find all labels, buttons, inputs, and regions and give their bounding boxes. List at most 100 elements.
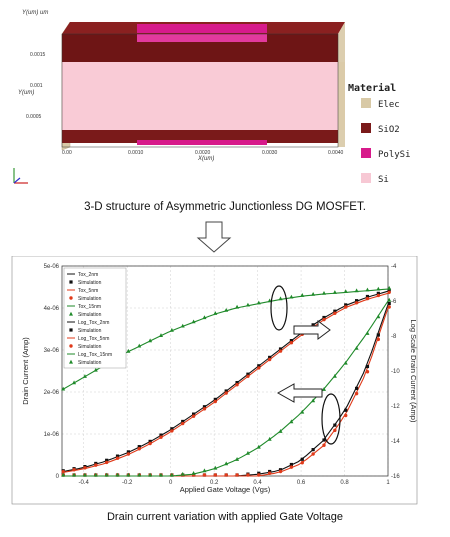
structure-axis-left-label: Y(um) — [18, 90, 34, 96]
data-point-tox_2nm — [181, 419, 185, 424]
structure-y-tick: 0.001 — [30, 83, 43, 89]
data-point-tox_5nm — [322, 317, 326, 322]
data-point-tox_2nm — [322, 315, 326, 320]
legend-entry-label: Tox_15nm — [78, 304, 101, 310]
legend-entry-label: Simulation — [78, 344, 102, 350]
elec-right-face — [338, 22, 345, 147]
data-point-tox_2nm — [365, 294, 370, 299]
legend-label-sio2: SiO2 — [378, 125, 400, 135]
data-point-tox_5nm — [365, 296, 370, 301]
y-left-tick-label: 1e-06 — [44, 432, 60, 438]
data-point-log_tox_15nm — [365, 331, 370, 335]
legend-label-elec: Elec — [378, 100, 400, 110]
structure-caption: 3-D structure of Asymmetric Junctionless… — [84, 201, 366, 213]
x-tick-label: 0.6 — [297, 480, 306, 486]
data-point-tox_2nm — [387, 288, 391, 292]
annotation-ellipse-lower — [321, 393, 341, 445]
data-point-log_tox_15nm — [300, 409, 305, 414]
data-point-tox_15nm — [202, 315, 207, 320]
data-point-tox_15nm — [126, 348, 131, 353]
data-point-tox_15nm — [387, 285, 392, 290]
data-point-tox_2nm — [257, 364, 261, 368]
data-point-tox_2nm — [224, 389, 228, 393]
x-tick-label: 0.4 — [253, 480, 262, 486]
legend-marker-icon — [69, 280, 73, 284]
data-point-tox_5nm — [126, 452, 131, 456]
drain-current-chart: -0.4 -0.2 0 0.2 0.4 0.6 0.8 1 0 1e-06 2e-06 3e-06 4e… — [11, 256, 418, 505]
data-point-tox_2nm — [289, 339, 293, 343]
data-point-tox_2nm — [311, 323, 315, 327]
data-point-log_tox_2nm — [289, 462, 293, 467]
data-point-log_tox_5nm — [300, 461, 304, 465]
data-point-log_tox_5nm — [213, 473, 218, 477]
data-point-log_tox_2nm — [322, 438, 326, 442]
legend-marker-icon — [69, 359, 73, 364]
data-point-tox_15nm — [224, 307, 229, 312]
x-tick-label: 1 — [386, 480, 390, 486]
data-point-tox_2nm — [213, 397, 217, 401]
data-point-tox_5nm — [246, 374, 250, 378]
legend-entry-label: Simulation — [78, 360, 102, 366]
data-point-tox_5nm — [181, 421, 185, 426]
data-point-log_tox_2nm — [278, 468, 283, 472]
data-point-log_tox_15nm — [126, 472, 131, 477]
axes-triad-icon — [13, 168, 28, 184]
y-right-tick-label: -8 — [391, 334, 397, 340]
data-point-log_tox_15nm — [387, 297, 392, 302]
y-axis-right-label: Log Scale Drain Current (Amp) — [409, 320, 418, 423]
data-point-log_tox_15nm — [148, 472, 153, 477]
legend-entry-label: Simulation — [78, 312, 102, 318]
data-point-log_tox_15nm — [376, 314, 381, 319]
y-left-tick-label: 2e-06 — [44, 390, 60, 396]
data-point-log_tox_15nm — [235, 457, 240, 461]
chart-caption: Drain current variation with applied Gat… — [106, 511, 344, 523]
data-point-log_tox_15nm — [169, 472, 174, 477]
legend-swatch-sio2 — [361, 123, 371, 133]
y-right-tick-label: -16 — [391, 474, 400, 480]
data-point-log_tox_15nm — [224, 461, 229, 466]
data-point-log_tox_2nm — [344, 408, 348, 412]
structure-y-tick: 0.0005 — [26, 114, 42, 120]
data-point-log_tox_15nm — [332, 373, 337, 378]
annotation-arrow-left — [276, 383, 323, 403]
data-point-tox_5nm — [191, 414, 196, 418]
device-structure-figure: Y(um) um Y(um) X(um) 0.0015 0.001 0.0005… — [13, 10, 411, 185]
legend-box — [63, 267, 127, 369]
data-point-tox_15nm — [278, 296, 283, 301]
legend-label-si: Si — [378, 175, 389, 185]
data-point-tox_2nm — [115, 454, 120, 458]
data-point-log_tox_15nm — [115, 472, 120, 477]
data-point-tox_15nm — [343, 289, 348, 294]
data-point-log_tox_5nm — [322, 443, 326, 447]
data-point-tox_15nm — [191, 319, 196, 324]
legend-swatch-polysi — [361, 148, 371, 158]
legend-entry-label: Simulation — [78, 296, 102, 302]
y-right-tick-label: -12 — [391, 404, 400, 410]
data-point-log_tox_15nm — [213, 465, 218, 470]
data-point-tox_15nm — [169, 327, 174, 332]
data-point-tox_2nm — [246, 372, 250, 376]
legend-swatch-si — [361, 173, 371, 183]
data-point-log_tox_5nm — [235, 473, 239, 477]
x-tick-label: 0 — [169, 480, 173, 486]
legend-swatch-elec — [361, 98, 371, 108]
data-point-tox_15nm — [180, 323, 185, 328]
data-point-tox_5nm — [257, 366, 261, 370]
bottom-polysi-gate — [137, 140, 267, 145]
y-right-tick-label: -14 — [391, 439, 400, 445]
data-point-tox_2nm — [235, 381, 239, 385]
data-point-tox_5nm — [202, 407, 207, 411]
data-point-log_tox_5nm — [267, 471, 272, 475]
data-point-tox_15nm — [159, 333, 163, 337]
data-point-log_tox_15nm — [72, 472, 77, 477]
data-point-tox_15nm — [332, 290, 337, 294]
data-point-tox_15nm — [311, 291, 316, 296]
data-point-tox_15nm — [72, 380, 77, 385]
data-point-tox_5nm — [278, 349, 283, 353]
data-point-log_tox_2nm — [387, 301, 391, 306]
data-point-tox_5nm — [387, 290, 391, 294]
legend-entry-label: Log_Tox_5nm — [78, 336, 109, 342]
data-point-log_tox_15nm — [311, 398, 316, 403]
data-point-tox_5nm — [170, 429, 174, 433]
legend-entry-label: Tox_5nm — [78, 288, 98, 294]
